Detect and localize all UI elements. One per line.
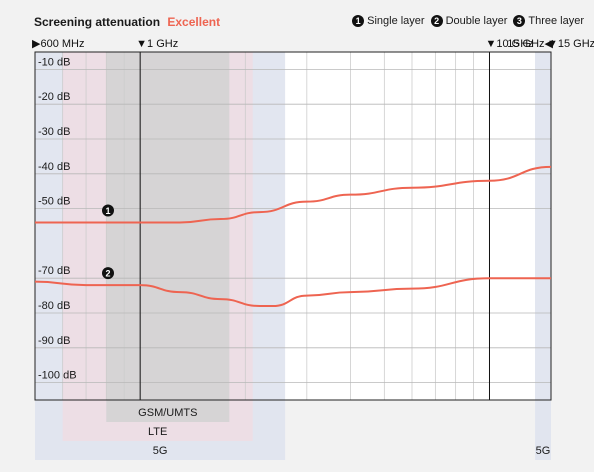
legend-item-three: 3 Three layer	[513, 15, 584, 27]
plot-frame	[34, 51, 552, 401]
legend-badge-2: 2	[430, 15, 443, 27]
series-curve-2	[34, 277, 551, 308]
band-gsmumts-2	[106, 52, 230, 422]
legend-item-single: 1 Single layer	[352, 15, 425, 27]
title-label: Screening attenuation	[34, 15, 161, 29]
freq-marker-0: ▶600 MHz	[32, 38, 84, 50]
freq-marker-2: ▼10 GHz	[485, 38, 533, 50]
y-tick-label: -20 dB	[38, 91, 70, 103]
band-label-0: 5G	[153, 445, 168, 457]
freq-marker-4: 15 GHz◀	[507, 38, 553, 50]
legend-label-three: Three layer	[528, 15, 584, 27]
y-tick-label: -30 dB	[38, 126, 70, 138]
band-label-3: 5G	[536, 445, 551, 457]
chart-title: Screening attenuation Excellent	[34, 15, 220, 29]
band-label-1: LTE	[148, 426, 167, 438]
band-label-2: GSM/UMTS	[138, 407, 197, 419]
legend-label-single: Single layer	[367, 15, 425, 27]
series-badge-number-2: 2	[105, 269, 110, 279]
rating-label: Excellent	[167, 15, 221, 29]
y-tick-label: -50 dB	[38, 196, 70, 208]
y-tick-label: -80 dB	[38, 300, 70, 312]
band-5g-3	[535, 52, 551, 460]
y-tick-label: -10 dB	[38, 56, 70, 68]
legend-item-double: 2 Double layer	[430, 15, 508, 27]
series-badge-number-1: 1	[105, 206, 110, 216]
series-badge-1	[102, 204, 114, 217]
series-curve-1	[34, 165, 552, 224]
freq-marker-3: ▼15 GHz	[547, 38, 594, 50]
y-tick-label: -70 dB	[38, 265, 70, 277]
legend-label-double: Double layer	[445, 15, 508, 27]
legend: 1 Single layer 2 Double layer 3 Three la…	[352, 15, 584, 27]
legend-badge-3: 3	[513, 15, 526, 27]
freq-marker-1: ▼1 GHz	[136, 38, 178, 50]
y-tick-label: -100 dB	[38, 370, 77, 382]
y-tick-label: -90 dB	[38, 335, 70, 347]
y-tick-label: -40 dB	[38, 161, 70, 173]
legend-badge-1: 1	[352, 15, 365, 27]
series-badge-2	[102, 267, 114, 280]
